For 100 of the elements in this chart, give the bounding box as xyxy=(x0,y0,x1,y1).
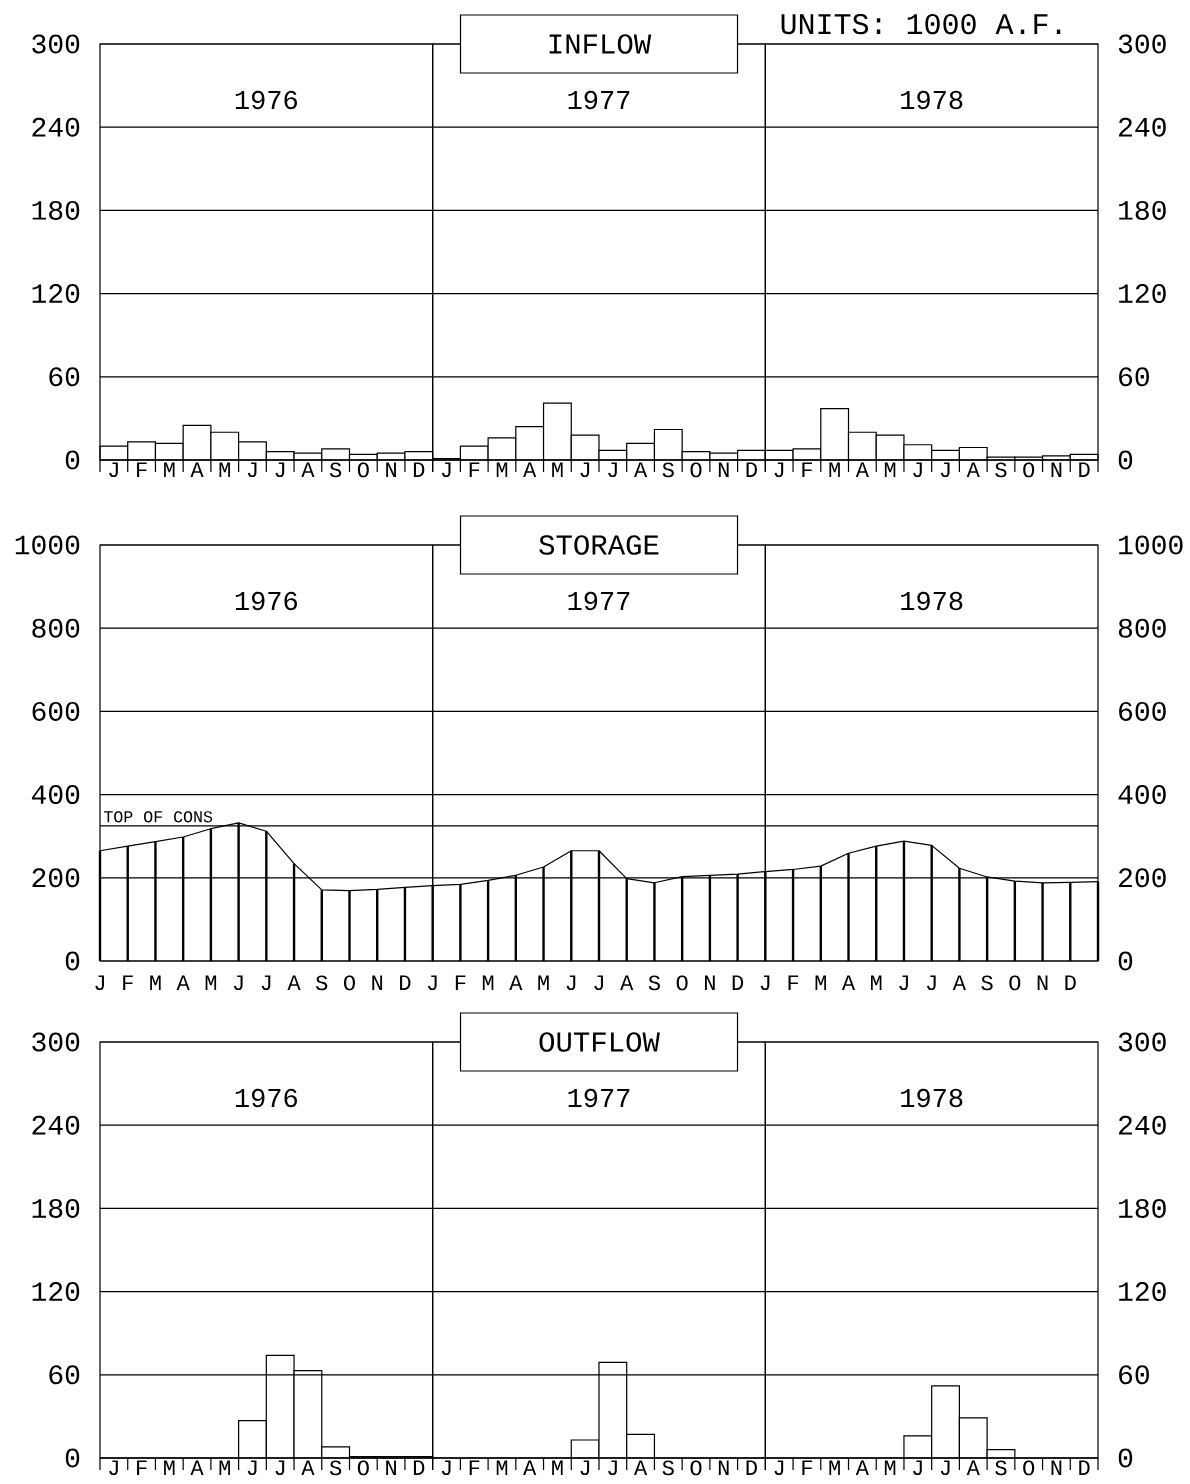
x-tick-label: J xyxy=(95,975,104,991)
annotation: 1976 xyxy=(235,90,297,110)
x-tick-label: F xyxy=(802,1460,812,1475)
y2-tick-label: 180 xyxy=(1119,1198,1166,1218)
y-tick-label: 300 xyxy=(32,1032,80,1052)
x-tick-label: O xyxy=(1009,975,1021,991)
y2-tick-label: 0 xyxy=(1118,1448,1133,1468)
annotation: 1977 xyxy=(568,90,630,110)
x-tick-label: J xyxy=(913,1460,922,1476)
x-tick-label: A xyxy=(176,975,190,990)
y-tick-label: 0 xyxy=(65,951,80,971)
y2-tick-label: 240 xyxy=(1119,1115,1166,1135)
x-tick-label: N xyxy=(718,462,729,477)
y-tick-label: 400 xyxy=(31,785,80,805)
ref-line-label: TOP OF CONS xyxy=(104,811,213,823)
x-tick-label: J xyxy=(566,975,576,991)
y-tick-label: 800 xyxy=(32,618,80,638)
y2-tick-label: 200 xyxy=(1119,868,1166,888)
x-tick-label: O xyxy=(343,975,355,991)
x-tick-label: F xyxy=(137,462,147,477)
x-tick-label: M xyxy=(552,462,563,477)
x-tick-label: A xyxy=(966,1460,980,1475)
x-tick-label: J xyxy=(608,462,617,478)
x-tick-label: S xyxy=(995,462,1007,478)
x-tick-label: F xyxy=(455,975,466,990)
annotation: 1977 xyxy=(568,1088,630,1108)
x-tick-label: O xyxy=(1023,462,1035,478)
x-tick-label: A xyxy=(523,462,537,477)
x-tick-label: A xyxy=(509,975,523,990)
y2-tick-label: 400 xyxy=(1118,785,1166,805)
x-tick-label: M xyxy=(205,975,217,990)
x-tick-label: A xyxy=(966,462,980,477)
x-tick-label: O xyxy=(676,975,688,991)
x-tick-label: F xyxy=(788,975,799,990)
x-tick-label: S xyxy=(662,1460,674,1476)
x-tick-label: A xyxy=(841,975,856,990)
x-tick-label: M xyxy=(496,1460,508,1475)
x-tick-label: M xyxy=(815,975,826,990)
y2-tick-label: 800 xyxy=(1118,618,1166,638)
x-tick-label: A xyxy=(633,462,648,477)
x-tick-label: F xyxy=(469,462,480,477)
x-tick-label: M xyxy=(164,1460,175,1475)
x-tick-label: J xyxy=(580,462,590,478)
x-tick-label: N xyxy=(1051,1460,1062,1475)
x-tick-label: S xyxy=(662,462,674,478)
x-tick-label: D xyxy=(746,462,757,477)
x-tick-label: D xyxy=(413,462,425,477)
x-tick-label: M xyxy=(219,1460,230,1475)
x-tick-label: A xyxy=(952,975,966,990)
x-tick-label: J xyxy=(261,975,271,991)
y-tick-label: 60 xyxy=(49,1365,80,1385)
x-tick-label: M xyxy=(829,1460,840,1475)
x-tick-label: M xyxy=(496,462,508,477)
x-tick-label: A xyxy=(855,1460,869,1475)
y-tick-label: 120 xyxy=(32,1282,80,1302)
y2-tick-label: 60 xyxy=(1119,367,1149,387)
x-tick-label: M xyxy=(219,462,230,477)
y-tick-label: 60 xyxy=(49,367,80,387)
x-tick-label: M xyxy=(164,462,175,477)
y-tick-label: 180 xyxy=(32,1198,80,1218)
x-tick-label: M xyxy=(884,1460,896,1475)
x-tick-label: D xyxy=(1079,462,1090,477)
y2-tick-label: 600 xyxy=(1119,701,1166,721)
x-tick-label: J xyxy=(940,1460,950,1476)
x-tick-label: D xyxy=(400,975,411,990)
chart-subtitle: UNITS: 1000 A.F. xyxy=(781,13,1061,35)
x-tick-label: J xyxy=(441,462,451,478)
y-tick-label: 1000 xyxy=(15,535,80,555)
x-tick-label: J xyxy=(233,975,243,991)
x-tick-label: M xyxy=(150,975,161,990)
x-tick-label: S xyxy=(995,1460,1007,1476)
x-tick-label: J xyxy=(608,1460,617,1476)
y2-tick-label: 120 xyxy=(1119,284,1166,304)
x-tick-label: M xyxy=(884,462,896,477)
x-tick-label: A xyxy=(855,462,869,477)
x-tick-label: J xyxy=(774,462,784,478)
x-tick-label: F xyxy=(123,975,133,990)
x-tick-label: S xyxy=(981,975,993,991)
x-tick-label: O xyxy=(357,462,369,478)
x-tick-label: S xyxy=(329,462,342,478)
y-tick-label: 240 xyxy=(32,117,80,137)
x-tick-label: A xyxy=(190,1460,204,1475)
y2-tick-label: 1000 xyxy=(1119,535,1183,555)
x-tick-label: A xyxy=(620,975,634,990)
x-tick-label: N xyxy=(718,1460,729,1475)
x-tick-label: J xyxy=(913,462,922,478)
x-tick-label: D xyxy=(1065,975,1076,990)
x-tick-label: D xyxy=(746,1460,757,1475)
x-tick-label: J xyxy=(940,462,950,478)
y2-tick-label: 300 xyxy=(1118,1032,1166,1052)
y-tick-label: 240 xyxy=(32,1115,80,1135)
annotation: 1976 xyxy=(235,591,297,611)
x-tick-label: N xyxy=(1037,975,1048,990)
annotation: 1978 xyxy=(901,1088,963,1108)
x-tick-label: A xyxy=(523,1460,537,1475)
y2-tick-label: 300 xyxy=(1118,34,1166,54)
annotation: 1977 xyxy=(568,591,630,611)
x-tick-label: S xyxy=(329,1460,342,1476)
x-tick-label: S xyxy=(648,975,660,991)
x-tick-label: A xyxy=(301,462,315,477)
